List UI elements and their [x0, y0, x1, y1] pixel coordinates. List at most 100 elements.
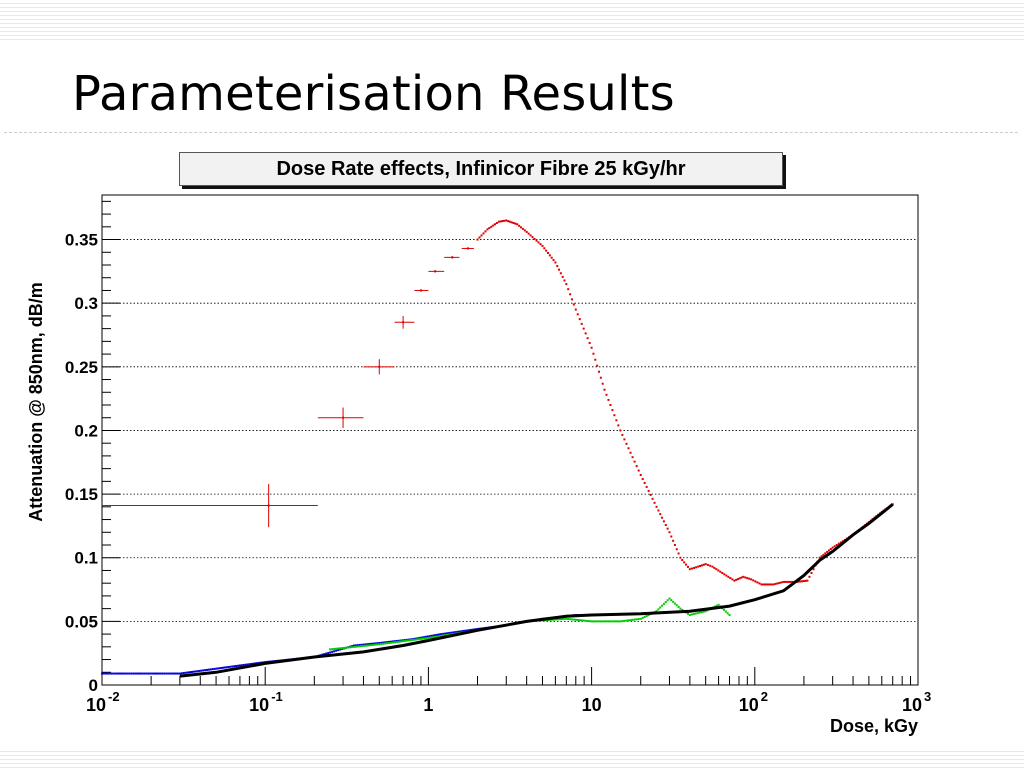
- data-point: [681, 559, 684, 562]
- data-point: [688, 614, 691, 616]
- data-point: [619, 429, 622, 432]
- data-point: [173, 672, 176, 675]
- data-point: [582, 327, 585, 330]
- data-point: [584, 332, 587, 335]
- data-point: [444, 632, 447, 635]
- data-point: [384, 642, 387, 645]
- data-point: [594, 620, 597, 623]
- data-point: [393, 640, 396, 643]
- data-point: [623, 438, 626, 441]
- data-point: [802, 580, 805, 583]
- data-point: [356, 645, 359, 648]
- data-point: [531, 236, 534, 239]
- data-point: [580, 322, 583, 325]
- data-point: [401, 321, 405, 324]
- x-tick-exponent: 3: [924, 689, 931, 704]
- data-point: [231, 665, 234, 668]
- data-point: [354, 644, 357, 647]
- data-point: [421, 637, 424, 640]
- data-point: [607, 620, 610, 623]
- data-point: [523, 229, 526, 232]
- data-point: [555, 618, 558, 621]
- data-point: [151, 672, 154, 675]
- data-point: [596, 364, 599, 367]
- data-point: [686, 565, 689, 568]
- data-point: [764, 583, 767, 586]
- data-point: [662, 602, 665, 605]
- data-point: [348, 646, 351, 649]
- data-point: [429, 636, 432, 639]
- data-point: [754, 580, 757, 583]
- data-point: [237, 664, 240, 667]
- y-tick-label: 0.35: [65, 231, 98, 250]
- data-point: [525, 230, 528, 233]
- data-point: [588, 620, 591, 623]
- data-point: [451, 256, 454, 259]
- data-point: [514, 222, 517, 225]
- data-point: [639, 474, 642, 476]
- data-point: [662, 520, 665, 523]
- data-point: [709, 564, 712, 567]
- series-2: [329, 597, 731, 651]
- data-point: [407, 639, 410, 642]
- data-point: [492, 224, 495, 227]
- x-tick-label: 10: [249, 695, 269, 715]
- data-point: [827, 549, 830, 552]
- data-point: [629, 451, 632, 454]
- data-point: [192, 670, 195, 673]
- data-point: [690, 567, 693, 570]
- data-point: [478, 236, 481, 239]
- data-point: [695, 566, 698, 569]
- data-point: [717, 569, 720, 572]
- data-point: [605, 620, 608, 623]
- data-point: [728, 614, 731, 616]
- data-point: [786, 580, 789, 583]
- data-point: [174, 672, 177, 675]
- data-point: [200, 669, 203, 672]
- data-point: [484, 230, 487, 233]
- data-point: [729, 577, 732, 580]
- data-point: [735, 578, 738, 581]
- data-point: [548, 254, 551, 257]
- data-point: [165, 672, 168, 675]
- data-point: [839, 541, 842, 544]
- data-series: [101, 219, 894, 678]
- data-point: [891, 503, 894, 506]
- data-point: [797, 580, 800, 583]
- data-point: [611, 620, 614, 623]
- data-point: [702, 610, 705, 613]
- data-point: [659, 513, 662, 516]
- data-point: [810, 572, 813, 574]
- data-point: [124, 672, 127, 675]
- data-point: [604, 620, 607, 623]
- data-point: [554, 261, 557, 264]
- data-point: [647, 614, 650, 616]
- data-point: [613, 414, 616, 417]
- data-point: [704, 610, 707, 613]
- data-point: [677, 552, 680, 555]
- data-point: [466, 247, 470, 250]
- data-point: [602, 620, 605, 623]
- data-point: [641, 616, 644, 619]
- data-point: [137, 672, 140, 675]
- data-point: [368, 644, 371, 647]
- data-point: [615, 419, 618, 422]
- data-point: [466, 629, 469, 632]
- data-point: [350, 646, 353, 649]
- data-point: [664, 524, 667, 526]
- data-point: [774, 582, 777, 585]
- data-point: [688, 568, 691, 571]
- data-point: [497, 220, 500, 223]
- data-point: [446, 632, 449, 635]
- data-point: [337, 649, 340, 652]
- data-point: [770, 583, 773, 586]
- data-point: [507, 220, 510, 223]
- data-point: [258, 661, 261, 664]
- data-point: [590, 620, 593, 623]
- data-point: [717, 603, 720, 606]
- data-point: [128, 672, 131, 675]
- data-point: [267, 504, 270, 507]
- data-point: [458, 630, 461, 633]
- data-point: [789, 580, 792, 583]
- data-point: [452, 631, 455, 634]
